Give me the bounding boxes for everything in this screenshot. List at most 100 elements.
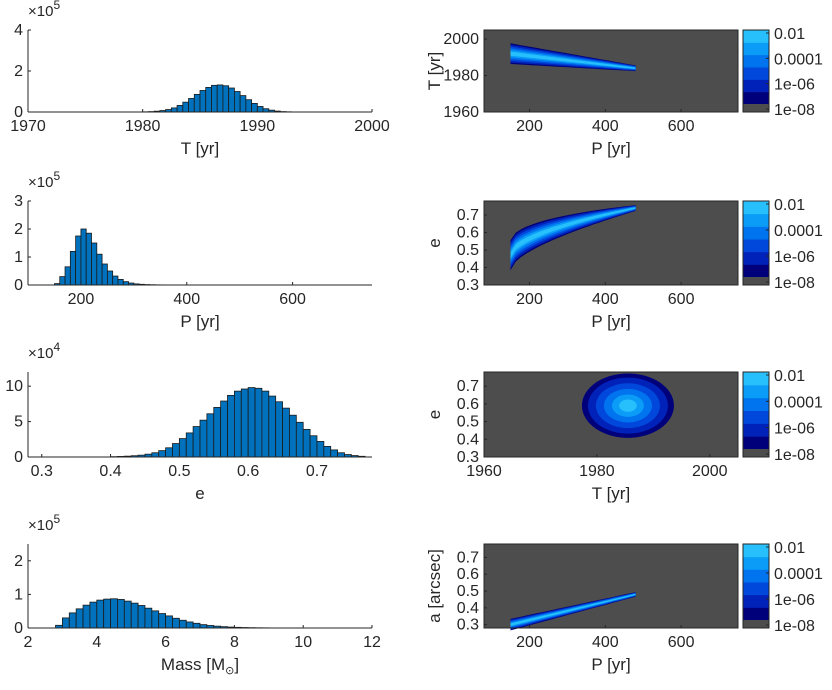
histogram-bar — [82, 604, 91, 629]
x-tick-label: 200 — [516, 118, 543, 135]
colorbar-segment — [743, 277, 769, 285]
histogram-bar — [261, 390, 270, 458]
histogram-hist-e: 0.3 0.4 0.5 0.6 0.7 0 5 10 ×104 e — [5, 340, 372, 503]
x-tick-label: 6 — [161, 634, 170, 651]
histogram-bar — [211, 84, 218, 113]
histogram-bar — [185, 621, 194, 629]
histogram-bar — [192, 426, 201, 458]
histogram-bar — [158, 450, 167, 458]
colorbar-tick-label: 1e-06 — [774, 249, 815, 266]
heatmap-heat-Pe: 200 400 600 0.30.40.50.60.7 P [yr] e — [425, 200, 739, 331]
colorbar-tick-label: 1e-08 — [774, 447, 815, 464]
x-tick-label: 600 — [668, 291, 695, 308]
y-tick-label: 5 — [14, 414, 23, 431]
colorbar-segment — [743, 620, 769, 628]
y-tick-label: 0.7 — [457, 549, 479, 566]
heatmap-heat-Te: 1960 1980 2000 0.30.40.50.60.7 T [yr] e — [425, 371, 739, 503]
x-tick-label: 400 — [173, 291, 200, 308]
colorbar-segment — [743, 372, 769, 386]
heatmap-background — [484, 30, 738, 112]
colorbar-tick-label: 0.0001 — [774, 223, 823, 240]
colorbar-tick-label: 0.0001 — [774, 566, 823, 583]
y-tick-label: 0.7 — [457, 378, 479, 395]
histogram-bar — [302, 428, 311, 458]
x-tick-label: 12 — [363, 634, 381, 651]
y-tick-label: 0.7 — [457, 207, 479, 224]
histogram-bar — [295, 421, 304, 458]
histogram-bar — [106, 270, 114, 286]
y-axis-label: e — [425, 238, 444, 247]
histogram-bar — [122, 281, 129, 286]
colorbar-segment — [743, 449, 769, 457]
x-tick-label: 400 — [592, 634, 619, 651]
y-tick-label: 2 — [14, 63, 23, 80]
y-axis-label: e — [425, 410, 444, 419]
histogram-bar — [330, 449, 339, 458]
y-tick-label: 0 — [14, 620, 23, 637]
axes-frame — [483, 200, 739, 286]
colorbar-segment — [743, 594, 769, 608]
x-tick-label: 0.6 — [237, 463, 259, 480]
histogram-bar — [199, 419, 208, 458]
histogram-bar — [309, 435, 318, 458]
histogram-bar — [165, 447, 173, 458]
colorbar-segment — [743, 607, 769, 621]
histogram-bar — [89, 601, 98, 629]
colorbar-segment — [743, 54, 769, 68]
density-contour — [510, 51, 636, 69]
colorbar-frame — [742, 29, 770, 113]
axes-frame — [483, 29, 739, 113]
histogram-bar — [75, 608, 84, 629]
y-tick-label: 0 — [14, 449, 23, 466]
histogram-bar — [206, 413, 215, 458]
histogram-bar — [165, 615, 173, 629]
histogram-bar — [64, 266, 71, 286]
histogram-bar — [247, 387, 256, 458]
histogram-bar — [117, 278, 124, 286]
colorbar-segment — [743, 582, 769, 596]
histogram-bar — [158, 613, 167, 629]
histogram-bar — [245, 99, 253, 113]
x-tick-label: 600 — [668, 118, 695, 135]
x-tick-label: 200 — [68, 291, 95, 308]
axis-exponent: ×105 — [28, 0, 60, 20]
histogram-bar — [75, 235, 82, 286]
histogram-bar — [185, 432, 194, 458]
colorbar: 0.01 0.0001 1e-06 1e-08 — [742, 540, 823, 635]
y-tick-label: 2 — [14, 221, 23, 238]
histogram-bar — [62, 617, 70, 629]
colorbar-segment — [743, 79, 769, 93]
x-axis-label: P [yr] — [591, 655, 630, 674]
histogram-bar — [123, 600, 132, 629]
histogram-bar — [268, 395, 277, 458]
colorbar-segment — [743, 91, 769, 105]
density-contour — [510, 205, 636, 271]
histogram-hist-P: 200 400 600 0 1 2 3 ×105 P [yr] — [14, 169, 372, 331]
x-tick-label: 600 — [668, 634, 695, 651]
colorbar-tick-label: 0.01 — [774, 540, 805, 557]
histogram-bar — [151, 610, 160, 629]
colorbar-segment — [743, 384, 769, 399]
x-tick-label: 400 — [592, 118, 619, 135]
x-axis-label: T [yr] — [592, 484, 630, 503]
histogram-bar — [316, 441, 325, 458]
histogram-bar — [254, 387, 263, 458]
x-tick-label: 200 — [516, 291, 543, 308]
colorbar-tick-label: 0.01 — [774, 197, 805, 214]
histogram-bar — [96, 599, 105, 629]
x-axis-label: T [yr] — [181, 139, 219, 158]
colorbar-tick-label: 1e-06 — [774, 592, 815, 609]
x-tick-label: 1960 — [466, 463, 502, 480]
colorbar-tick-label: 1e-08 — [774, 102, 815, 119]
y-tick-label: 10 — [5, 378, 23, 395]
colorbar-tick-label: 1e-06 — [774, 77, 815, 94]
histogram-bar — [216, 84, 224, 113]
histogram-bar — [68, 612, 77, 629]
colorbar-tick-label: 0.0001 — [774, 394, 823, 411]
histogram-bar — [222, 85, 230, 113]
x-axis-label: e — [195, 484, 204, 503]
x-tick-label: 10 — [294, 634, 312, 651]
y-tick-label: 0 — [14, 104, 23, 121]
histogram-bar — [85, 232, 92, 286]
